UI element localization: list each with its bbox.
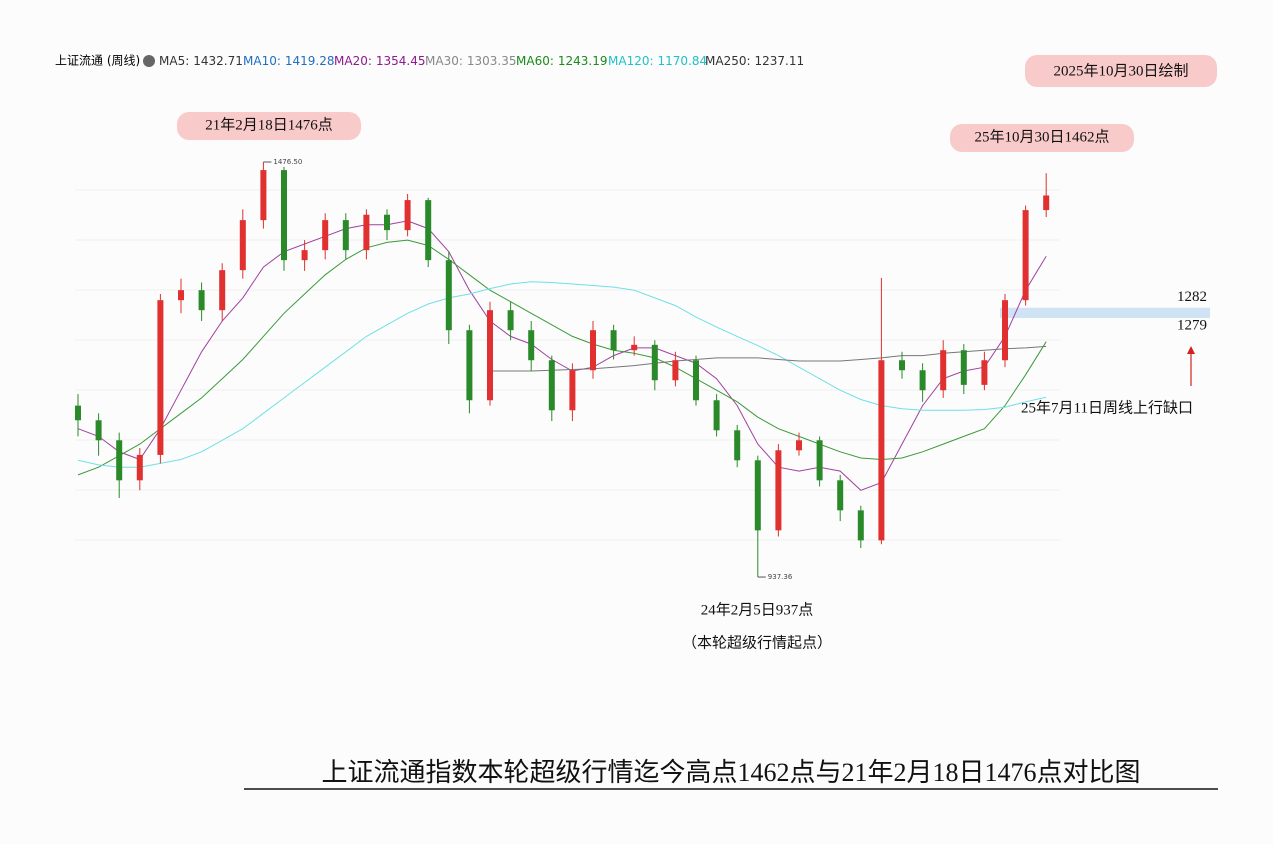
low-annotation: 24年2月5日937点 bbox=[701, 601, 814, 618]
candle-body bbox=[651, 344, 658, 381]
drawn-date: 2025年10月30日绘制 bbox=[1053, 62, 1188, 79]
legend-value: 1170.84 bbox=[658, 54, 708, 68]
legend-name: MA250: bbox=[705, 54, 751, 68]
candle-body bbox=[528, 330, 535, 361]
candle-body bbox=[837, 480, 844, 511]
candle-body bbox=[981, 360, 988, 385]
legend-value: 1243.19 bbox=[558, 54, 608, 68]
candle-body bbox=[857, 510, 864, 541]
candle-body bbox=[239, 220, 246, 271]
low-note: （本轮超级行情起点） bbox=[682, 634, 832, 651]
legend-name: MA10: bbox=[243, 54, 281, 68]
candle-body bbox=[322, 220, 329, 251]
peak-pill bbox=[177, 112, 361, 140]
candle-body bbox=[796, 440, 802, 451]
candle-body bbox=[734, 430, 741, 461]
legend-item: MA5: 1432.71 bbox=[159, 54, 243, 68]
peak-price: 1476.50 bbox=[273, 158, 302, 166]
candle-body bbox=[116, 440, 123, 481]
candle-body bbox=[404, 200, 411, 231]
candle-body bbox=[136, 454, 143, 481]
date-pill bbox=[1025, 55, 1217, 87]
candle-body bbox=[384, 214, 390, 231]
legend-value: 1419.28 bbox=[285, 54, 335, 68]
candle-body bbox=[425, 200, 432, 261]
legend-item: MA30: 1303.35 bbox=[425, 54, 517, 68]
ma-line bbox=[77, 281, 1047, 468]
candle-body bbox=[569, 370, 576, 411]
header: 上证流通 (周线) bbox=[55, 54, 140, 68]
candle-body bbox=[1022, 210, 1029, 301]
candle-body bbox=[548, 360, 555, 411]
arrow-head bbox=[1187, 346, 1195, 354]
candle-body bbox=[693, 360, 699, 401]
candle-body bbox=[631, 344, 638, 351]
high-pill bbox=[950, 124, 1134, 152]
legend-item: MA250: 1237.11 bbox=[705, 54, 804, 68]
legend-value: 1354.45 bbox=[376, 54, 426, 68]
candle-body bbox=[363, 214, 370, 251]
legend-item: MA120: 1170.84 bbox=[608, 54, 707, 68]
candle-body bbox=[198, 290, 205, 311]
legend-name: MA30: bbox=[425, 54, 463, 68]
legend-name: MA60: bbox=[516, 54, 554, 68]
candle-body bbox=[713, 400, 720, 431]
candle-body bbox=[219, 270, 226, 311]
candle-body bbox=[260, 170, 267, 221]
candle-body bbox=[919, 370, 926, 391]
candle-body bbox=[590, 330, 596, 371]
candle-body bbox=[610, 330, 617, 351]
legend-value: 1432.71 bbox=[193, 54, 243, 68]
candle-body bbox=[775, 450, 782, 531]
legend-value: 1303.35 bbox=[467, 54, 517, 68]
candle-body bbox=[281, 170, 287, 261]
ma-line bbox=[77, 220, 1047, 491]
candle-body bbox=[960, 350, 967, 385]
candle-body bbox=[940, 350, 947, 391]
legend-value: 1237.11 bbox=[755, 54, 805, 68]
chart-title: 上证流通指数本轮超级行情迄今高点1462点与21年2月18日1476点对比图 bbox=[321, 758, 1140, 787]
candle-body bbox=[816, 440, 823, 481]
candle-body bbox=[466, 330, 473, 401]
legend-name: MA5: bbox=[159, 54, 189, 68]
candle-body bbox=[95, 420, 102, 441]
candle-body bbox=[754, 460, 761, 531]
legend-item: MA20: 1354.45 bbox=[334, 54, 426, 68]
candle-body bbox=[507, 310, 514, 331]
ma-line bbox=[77, 239, 1047, 476]
ma-line bbox=[490, 345, 1047, 372]
candle-body bbox=[301, 250, 308, 261]
peak-annotation: 21年2月18日1476点 bbox=[205, 116, 333, 133]
candle-body bbox=[178, 290, 184, 301]
legend-item: MA60: 1243.19 bbox=[516, 54, 608, 68]
legend-name: MA20: bbox=[334, 54, 372, 68]
candle-body bbox=[157, 300, 164, 455]
legend-item: MA10: 1419.28 bbox=[243, 54, 335, 68]
gap-bottom-label: 1279 bbox=[1177, 317, 1207, 333]
legend-name: MA120: bbox=[608, 54, 654, 68]
candle-body bbox=[1043, 195, 1050, 211]
high-annotation: 25年10月30日1462点 bbox=[974, 128, 1109, 145]
candle-body bbox=[672, 360, 679, 381]
grid bbox=[75, 189, 1060, 541]
candle-body bbox=[899, 360, 905, 371]
candle-body bbox=[878, 360, 885, 541]
candle-body bbox=[445, 260, 452, 331]
trough-price: 937.36 bbox=[768, 573, 793, 581]
candle-body bbox=[342, 220, 349, 251]
candle-body bbox=[487, 310, 493, 401]
dropdown-icon[interactable] bbox=[143, 55, 155, 67]
candle-body bbox=[75, 405, 81, 421]
candle-body bbox=[1002, 300, 1008, 361]
gap-annotation: 25年7月11日周线上行缺口 bbox=[1021, 399, 1193, 416]
gap-band bbox=[1000, 307, 1210, 319]
gap-top-label: 1282 bbox=[1177, 289, 1207, 305]
